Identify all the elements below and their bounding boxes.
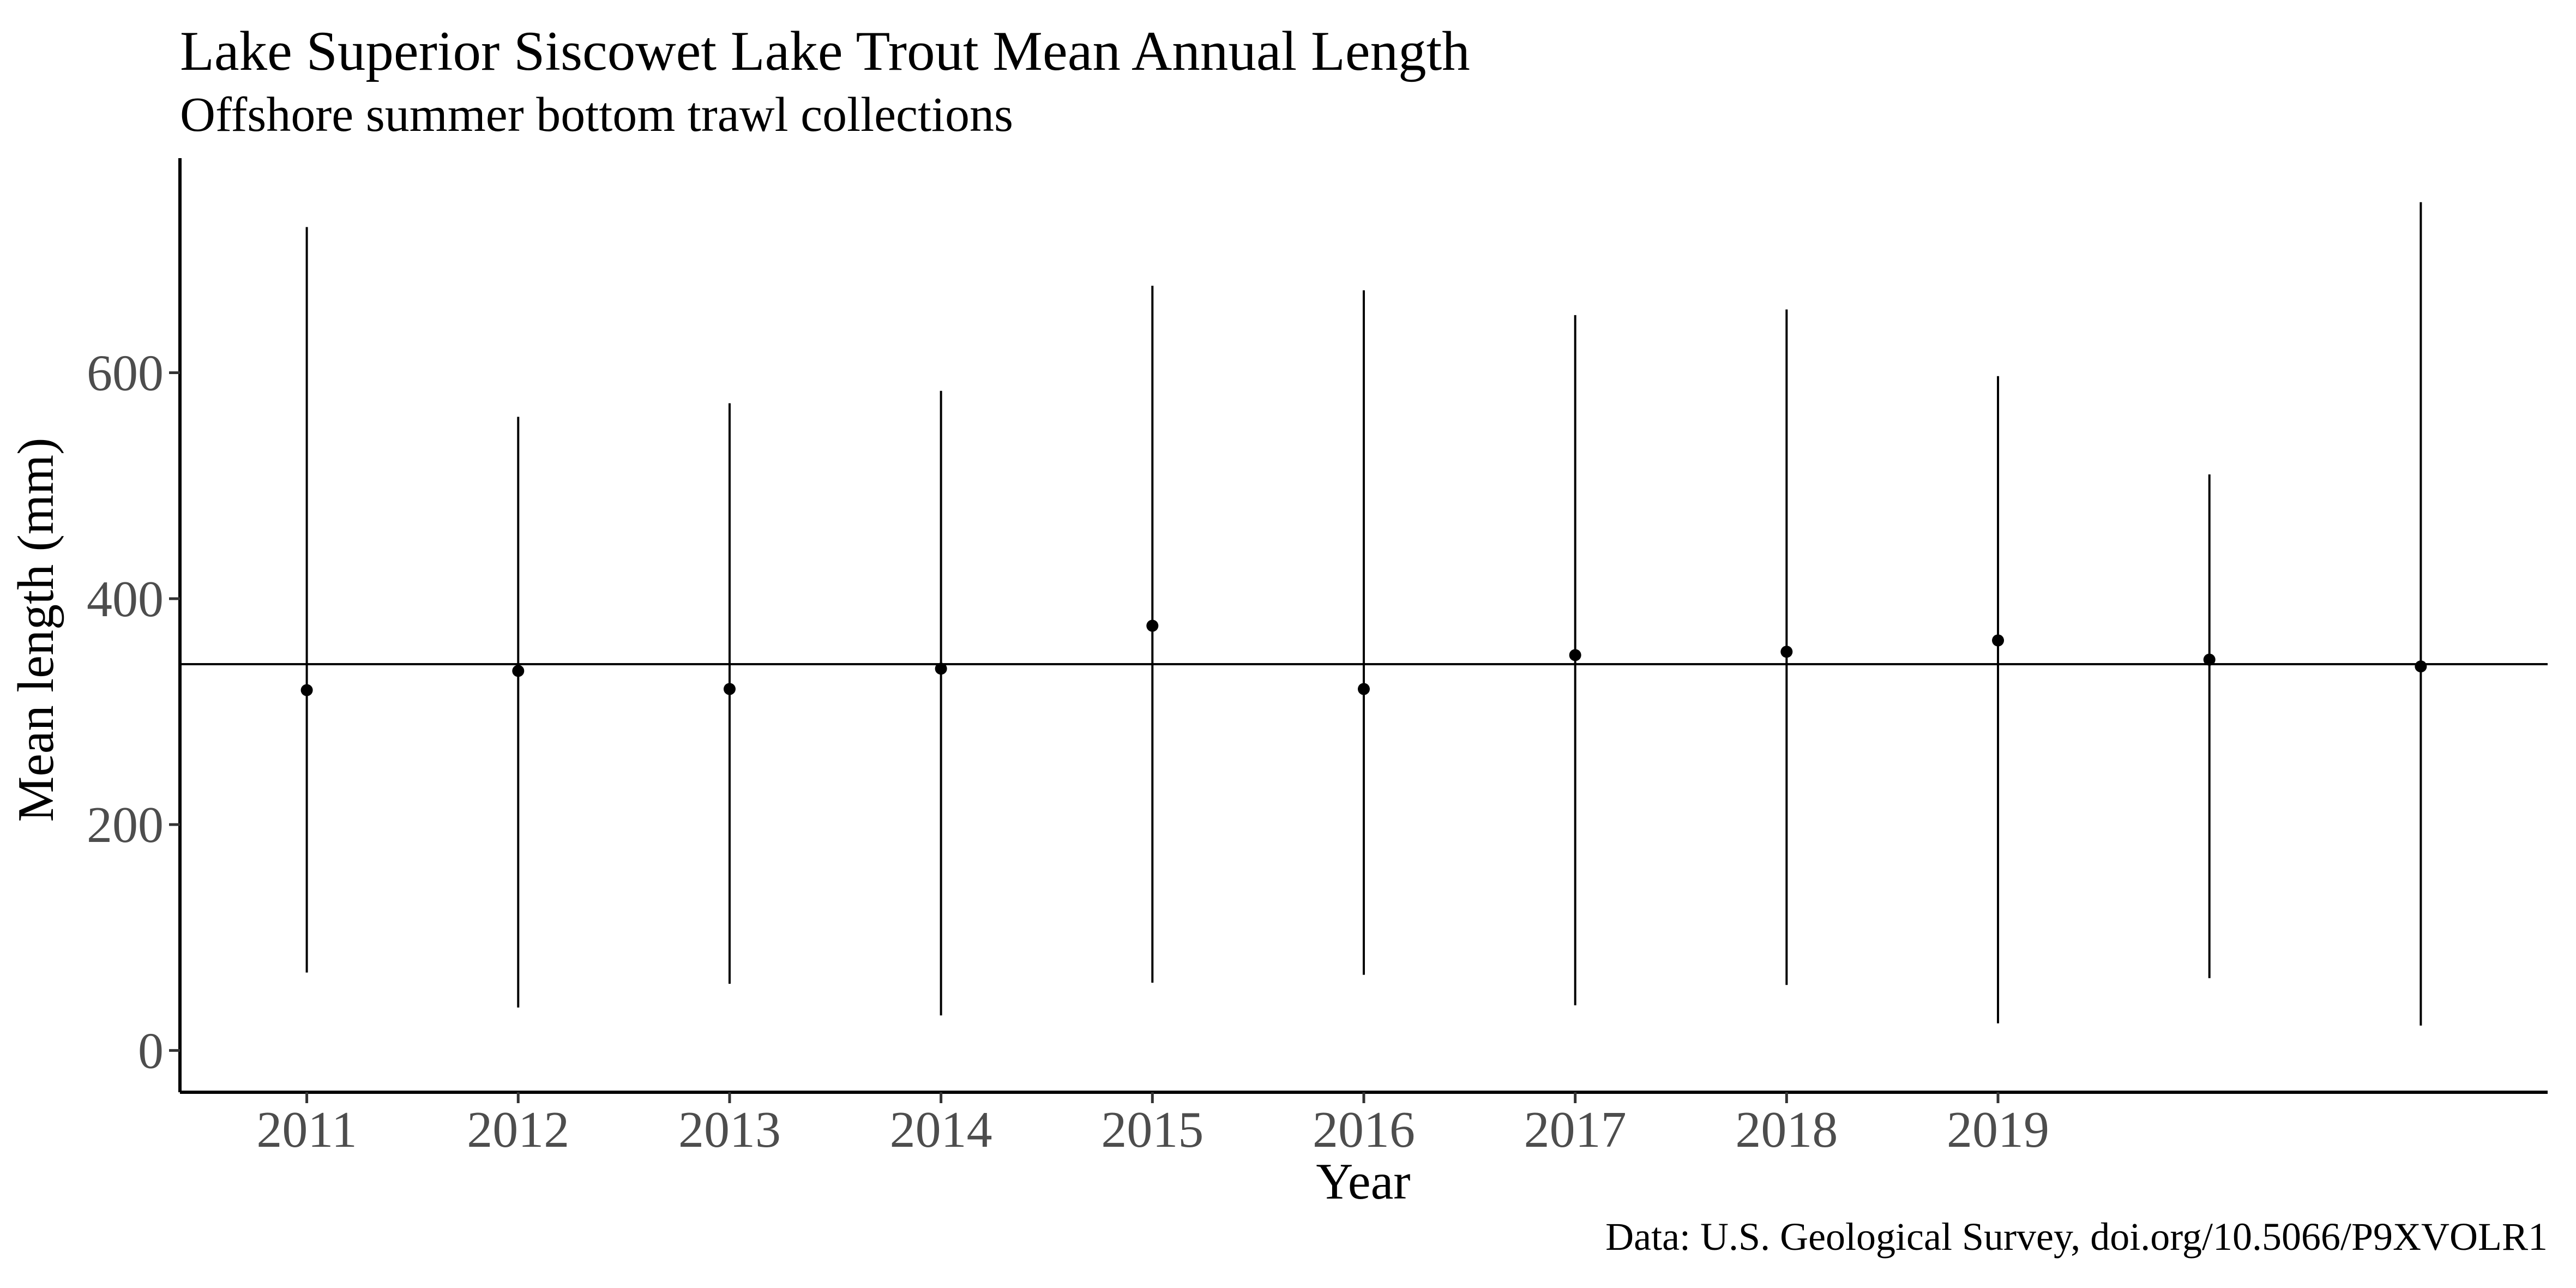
y-tick-label: 200: [87, 797, 164, 853]
plot-area: [180, 202, 2548, 1026]
x-tick-label: 2013: [678, 1102, 781, 1158]
data-point: [1569, 649, 1581, 661]
data-point: [1358, 683, 1370, 695]
x-tick-label: 2011: [256, 1102, 357, 1158]
x-tick-label: 2014: [890, 1102, 992, 1158]
y-axis-ticks: 0 200 400 600: [87, 345, 180, 1079]
y-axis-title: Mean length (mm): [8, 438, 64, 822]
chart-caption: Data: U.S. Geological Survey, doi.org/10…: [1605, 1215, 2548, 1259]
y-tick-label: 400: [87, 571, 164, 628]
x-tick-label: 2016: [1313, 1102, 1415, 1158]
x-tick-label: 2018: [1735, 1102, 1838, 1158]
data-point: [1146, 619, 1159, 632]
data-point: [512, 665, 525, 677]
data-point: [1780, 646, 1793, 658]
x-axis-ticks: 2011 2012 2013 2014 2015 2016 2017 2018 2019: [256, 1092, 2049, 1158]
chart-subtitle: Offshore summer bottom trawl collections: [180, 88, 1013, 142]
x-tick-label: 2017: [1524, 1102, 1627, 1158]
x-axis-title: Year: [1316, 1153, 1410, 1210]
data-point: [300, 684, 313, 696]
y-tick-label: 0: [138, 1022, 164, 1079]
x-tick-label: 2012: [467, 1102, 569, 1158]
x-tick-label: 2019: [1947, 1102, 2049, 1158]
x-tick-label: 2015: [1101, 1102, 1203, 1158]
chart-title: Lake Superior Siscowet Lake Trout Mean A…: [180, 20, 1470, 82]
data-point: [2203, 653, 2216, 666]
data-point: [1992, 634, 2005, 647]
data-point: [2415, 660, 2427, 673]
data-point: [723, 683, 736, 695]
data-point: [935, 663, 947, 675]
y-tick-label: 600: [87, 345, 164, 402]
